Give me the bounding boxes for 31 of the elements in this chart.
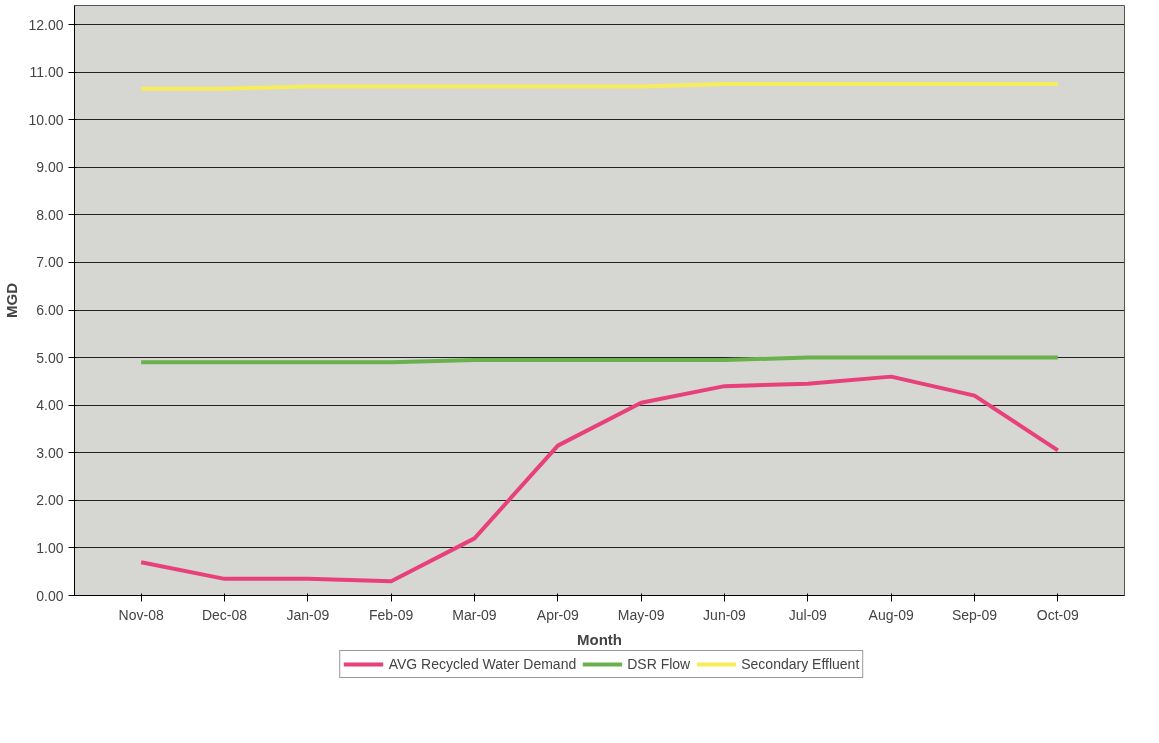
y-axis-title: MGD: [3, 282, 21, 318]
x-axis-title: Month: [577, 630, 622, 648]
x-tick-label: Mar-09: [452, 606, 497, 623]
y-tick-label: 0.00: [36, 587, 64, 604]
y-tick-label: 12.00: [28, 16, 64, 33]
y-tick-label: 7.00: [36, 254, 64, 271]
legend-label: AVG Recycled Water Demand: [388, 656, 577, 672]
y-tick-label: 2.00: [36, 492, 64, 509]
x-tick-label: Nov-08: [118, 606, 164, 623]
x-tick-label: Apr-09: [536, 606, 580, 623]
y-tick-label: 6.00: [36, 302, 64, 319]
x-tick-label: Jun-09: [703, 606, 747, 623]
x-tick-label: May-09: [617, 606, 665, 623]
y-tick-label: 10.00: [28, 111, 64, 128]
x-tick-label: Aug-09: [868, 606, 914, 623]
legend-label: DSR Flow: [627, 656, 691, 672]
x-tick-label: Sep-09: [951, 606, 998, 623]
line-series: [139, 374, 1060, 584]
x-tick-label: Jul-09: [788, 606, 828, 623]
y-tick-label: 8.00: [36, 206, 64, 223]
x-tick-label: Feb-09: [368, 606, 414, 623]
y-tick-label: 11.00: [29, 64, 64, 81]
x-tick-label: Dec-08: [201, 606, 248, 623]
y-tick-label: 4.00: [36, 397, 64, 414]
x-tick-label: Oct-09: [1036, 606, 1080, 623]
x-tick-label: Jan-09: [286, 606, 330, 623]
y-tick-label: 5.00: [36, 349, 64, 366]
y-tick-label: 3.00: [36, 444, 64, 461]
legend-label: Secondary Effluent: [741, 656, 860, 672]
y-tick-label: 9.00: [36, 159, 64, 176]
y-tick-label: 1.00: [36, 539, 64, 556]
